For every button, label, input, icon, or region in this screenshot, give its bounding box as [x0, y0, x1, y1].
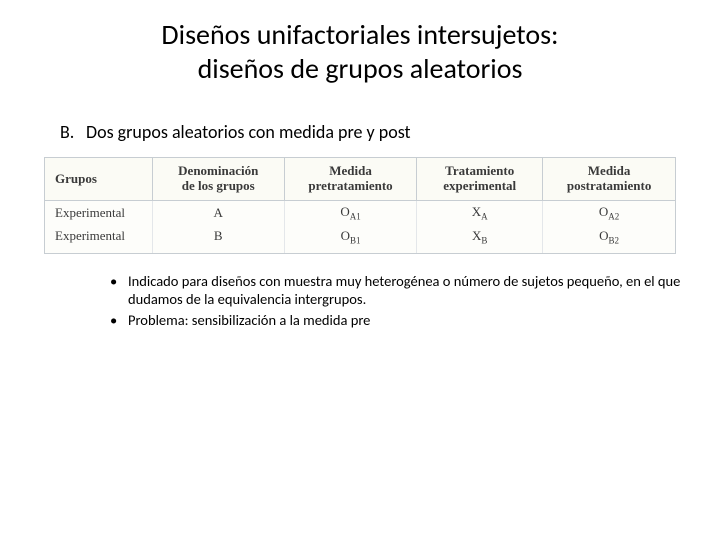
cell-pre-sub: A1	[350, 212, 361, 222]
cell-trat: XA	[417, 201, 543, 225]
list-item: Indicado para diseños con muestra muy he…	[110, 272, 690, 308]
cell-denom: A	[152, 201, 284, 225]
cell-post-base: O	[599, 228, 608, 243]
cell-pre-sub: B1	[350, 235, 361, 245]
section-text: Dos grupos aleatorios con medida pre y p…	[86, 121, 411, 143]
th-trat-l1: Tratamiento	[445, 163, 514, 178]
th-denominacion: Denominación de los grupos	[152, 158, 284, 200]
cell-pre: OA1	[284, 201, 416, 225]
cell-pre: OB1	[284, 225, 416, 254]
cell-post-sub: A2	[608, 212, 619, 222]
cell-trat-base: X	[472, 228, 481, 243]
table-row: Experimental A OA1 XA OA2	[45, 201, 675, 225]
th-denom-l2: de los grupos	[182, 178, 255, 193]
th-post-l2: postratamiento	[567, 178, 652, 193]
design-table: Grupos Denominación de los grupos Medida…	[45, 158, 675, 253]
cell-post-sub: B2	[609, 235, 620, 245]
th-tratamiento: Tratamiento experimental	[417, 158, 543, 200]
th-trat-l2: experimental	[443, 178, 516, 193]
table-header-row: Grupos Denominación de los grupos Medida…	[45, 158, 675, 200]
th-denom-l1: Denominación	[178, 163, 258, 178]
title-line-1: Diseños unifactoriales intersujetos:	[161, 17, 558, 52]
section-letter: B.	[60, 121, 86, 143]
th-post-l1: Medida	[588, 163, 631, 178]
cell-post: OA2	[543, 201, 675, 225]
th-pretratamiento: Medida pretratamiento	[284, 158, 416, 200]
th-pre-l1: Medida	[329, 163, 372, 178]
bullet-list: Indicado para diseños con muestra muy he…	[0, 254, 720, 328]
section-heading: B. Dos grupos aleatorios con medida pre …	[0, 85, 720, 143]
th-postratamiento: Medida postratamiento	[543, 158, 675, 200]
cell-post-base: O	[599, 204, 608, 219]
cell-grupo: Experimental	[45, 201, 152, 225]
table-row: Experimental B OB1 XB OB2	[45, 225, 675, 254]
th-grupos: Grupos	[45, 158, 152, 200]
cell-trat-sub: B	[481, 235, 487, 245]
list-item: Problema: sensibilización a la medida pr…	[110, 311, 690, 329]
cell-pre-base: O	[340, 204, 349, 219]
cell-grupo: Experimental	[45, 225, 152, 254]
slide-title: Diseños unifactoriales intersujetos: dis…	[0, 0, 720, 85]
th-pre-l2: pretratamiento	[308, 178, 392, 193]
title-line-2: diseños de grupos aleatorios	[198, 51, 523, 86]
cell-trat: XB	[417, 225, 543, 254]
cell-trat-base: X	[472, 204, 481, 219]
cell-post: OB2	[543, 225, 675, 254]
design-table-wrap: Grupos Denominación de los grupos Medida…	[44, 157, 676, 254]
cell-trat-sub: A	[481, 212, 488, 222]
cell-pre-base: O	[341, 228, 350, 243]
cell-denom: B	[152, 225, 284, 254]
